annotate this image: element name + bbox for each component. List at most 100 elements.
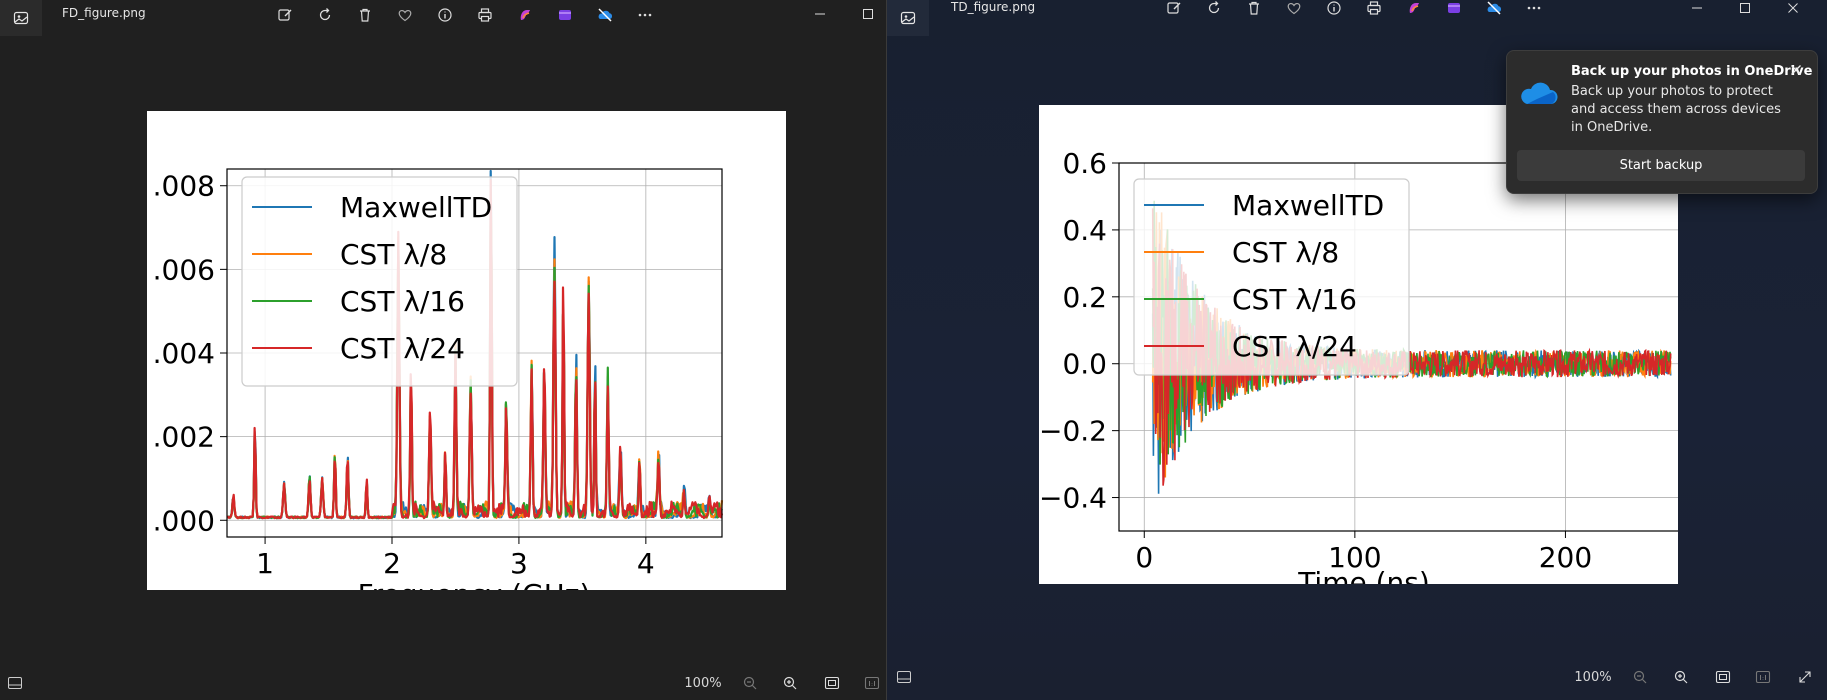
notification-title: Back up your photos in OneDrive — [1571, 64, 1813, 79]
maximize-icon[interactable] — [844, 0, 886, 28]
clipchamp-icon[interactable] — [553, 4, 577, 26]
edit-icon[interactable] — [1162, 0, 1186, 19]
fd-x-tick-label: 1 — [256, 547, 274, 580]
fd-series-line — [226, 178, 724, 520]
print-icon[interactable] — [1362, 0, 1386, 19]
fd-plot: 1 2 3 4 .000 .002 .004 .006 .008 Frequency (GHz… — [153, 168, 724, 590]
zoom-level[interactable]: 100% — [1574, 669, 1612, 685]
td-y-tick-label: −0.4 — [1039, 482, 1107, 515]
rotate-icon[interactable] — [1202, 0, 1226, 19]
edit-icon[interactable] — [273, 4, 297, 26]
delete-icon[interactable] — [353, 4, 377, 26]
fd-legend-label: CST λ/8 — [340, 238, 447, 271]
clipchamp-icon[interactable] — [1442, 0, 1466, 19]
fd-legend-label: CST λ/16 — [340, 285, 465, 318]
fd-legend-label: MaxwellTD — [340, 191, 492, 224]
td-series-line — [1151, 208, 1672, 486]
fd-x-tick-label: 4 — [637, 547, 655, 580]
notification-body: Back up your photos to protect and acces… — [1571, 84, 1781, 135]
td-legend: MaxwellTD CST λ/8 CST λ/16 CST λ/24 — [1133, 178, 1410, 376]
fd-legend-box — [241, 176, 518, 387]
info-icon[interactable] — [433, 4, 457, 26]
minimize-icon[interactable] — [796, 0, 844, 28]
copilot-icon[interactable] — [513, 4, 537, 26]
minimize-icon[interactable] — [1673, 0, 1721, 22]
rotate-icon[interactable] — [313, 4, 337, 26]
zoom-out-icon[interactable] — [1628, 662, 1652, 692]
fd-y-tick-label: .004 — [153, 337, 215, 370]
td-x-tick-label: 100 — [1328, 541, 1381, 574]
title-bar[interactable]: FD_figure.png — [0, 0, 886, 36]
actual-size-icon[interactable] — [860, 668, 884, 698]
td-y-tick-label: 0.6 — [1062, 147, 1107, 180]
td-y-tick-label: 0.4 — [1062, 214, 1107, 247]
td-x-tick-label: 0 — [1135, 541, 1153, 574]
zoom-out-icon[interactable] — [738, 668, 762, 698]
more-icon[interactable] — [633, 4, 657, 26]
td-x-tick-labels: 0 100 200 — [1135, 531, 1592, 574]
td-axes-frame — [1118, 162, 1678, 532]
onedrive-off-icon[interactable] — [1482, 0, 1506, 19]
td-y-tick-label: −0.2 — [1039, 415, 1107, 448]
td-x-tick-label: 200 — [1539, 541, 1592, 574]
favorite-icon[interactable] — [393, 4, 417, 26]
toolbar — [273, 4, 657, 26]
td-legend-label: MaxwellTD — [1232, 189, 1384, 222]
td-legend-label: CST λ/24 — [1232, 330, 1357, 363]
td-y-tick-label: 0.0 — [1062, 348, 1107, 381]
fd-y-tick-labels: .000 .002 .004 .006 .008 — [153, 170, 227, 537]
window-divider — [886, 0, 887, 700]
start-backup-button[interactable]: Start backup — [1517, 150, 1805, 181]
fd-y-tick-label: .006 — [153, 253, 215, 286]
window-title: FD_figure.png — [62, 6, 146, 20]
fd-legend: MaxwellTD CST λ/8 CST λ/16 CST λ/24 — [241, 176, 518, 387]
status-bar: 100% — [0, 668, 886, 698]
fd-y-tick-label: .000 — [153, 504, 215, 537]
toolbar — [1162, 0, 1546, 19]
fd-x-axis-label: Frequency (GHz) — [358, 578, 591, 590]
photos-app-icon — [0, 0, 42, 36]
zoom-in-icon[interactable] — [778, 668, 802, 698]
fd-y-tick-label: .002 — [153, 421, 215, 454]
close-icon[interactable] — [1769, 0, 1817, 22]
copilot-icon[interactable] — [1402, 0, 1426, 19]
td-plot: 0 100 200 −0.4 −0.2 0.0 0.2 0.4 0.6 Time (ns) M… — [1039, 147, 1678, 584]
fd-x-tick-label: 3 — [510, 547, 528, 580]
maximize-icon[interactable] — [1721, 0, 1769, 22]
td-y-tick-label: 0.2 — [1062, 281, 1107, 314]
delete-icon[interactable] — [1242, 0, 1266, 19]
fd-figure: 1 2 3 4 .000 .002 .004 .006 .008 Frequency (GHz… — [147, 111, 786, 590]
td-y-tick-labels: −0.4 −0.2 0.0 0.2 0.4 0.6 — [1039, 147, 1119, 515]
window-title: TD_figure.png — [951, 0, 1036, 14]
status-bar: 100% — [887, 662, 1827, 692]
filmstrip-icon[interactable] — [893, 662, 915, 692]
photos-app-icon — [887, 0, 929, 36]
fd-legend-label: CST λ/24 — [340, 332, 465, 365]
full-screen-icon[interactable] — [1793, 662, 1817, 692]
td-legend-box — [1133, 178, 1410, 376]
onedrive-off-icon[interactable] — [593, 4, 617, 26]
print-icon[interactable] — [473, 4, 497, 26]
td-legend-label: CST λ/16 — [1232, 283, 1357, 316]
more-icon[interactable] — [1522, 0, 1546, 19]
close-icon[interactable] — [1785, 59, 1807, 81]
fd-series-lines — [226, 169, 724, 520]
window-controls — [1673, 0, 1817, 22]
window-controls — [796, 0, 886, 28]
actual-size-icon[interactable] — [1751, 662, 1775, 692]
zoom-in-icon[interactable] — [1669, 662, 1693, 692]
fit-to-window-icon[interactable] — [1711, 662, 1735, 692]
favorite-icon[interactable] — [1282, 0, 1306, 19]
fd-y-tick-label: .008 — [153, 170, 215, 203]
title-bar[interactable]: TD_figure.png — [887, 0, 1827, 36]
fit-to-window-icon[interactable] — [820, 668, 844, 698]
td-x-axis-label: Time (ns) — [1297, 566, 1430, 584]
info-icon[interactable] — [1322, 0, 1346, 19]
zoom-level[interactable]: 100% — [684, 675, 722, 691]
onedrive-backup-notification: Back up your photos in OneDrive Back up … — [1506, 50, 1818, 194]
fd-x-tick-label: 2 — [383, 547, 401, 580]
onedrive-cloud-icon — [1519, 79, 1559, 111]
filmstrip-icon[interactable] — [4, 668, 26, 698]
td-legend-label: CST λ/8 — [1232, 236, 1339, 269]
photos-window-fd: FD_figure.png 1 2 3 4 .000 .002 .004 .006 .008 … — [0, 0, 886, 700]
